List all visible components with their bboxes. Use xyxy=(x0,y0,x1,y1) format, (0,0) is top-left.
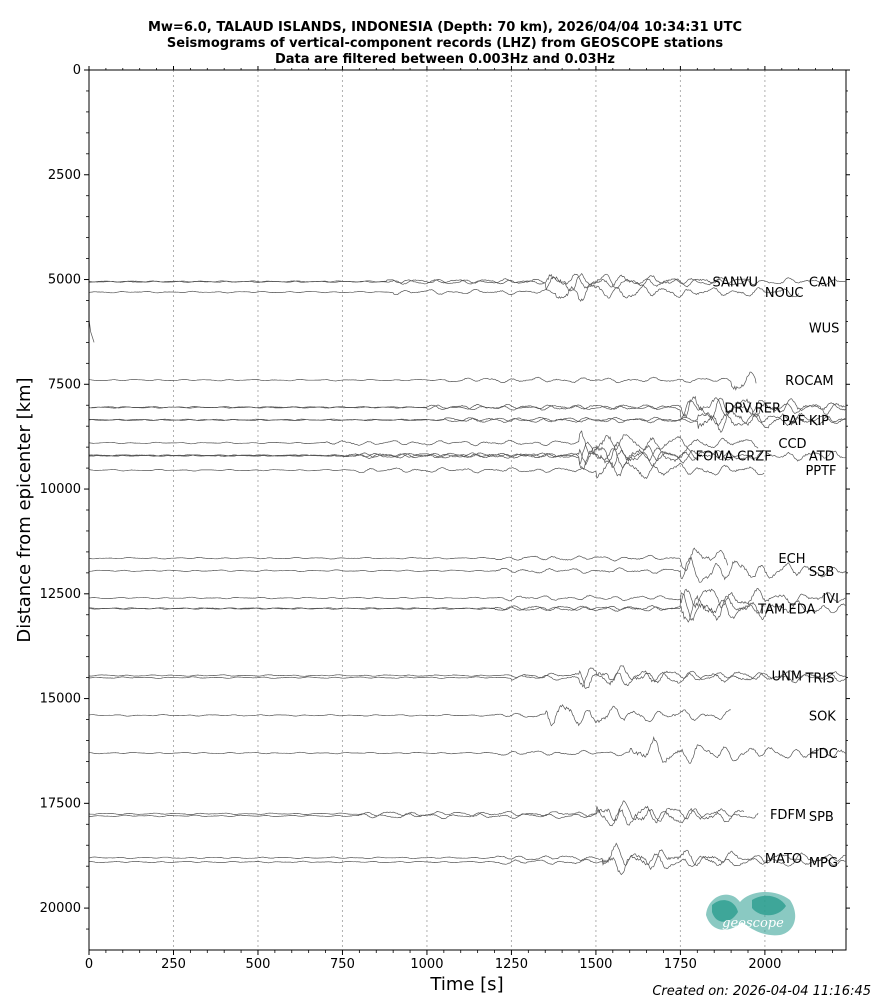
x-tick-label: 2000 xyxy=(748,957,781,972)
trace-tris xyxy=(88,667,846,688)
trace-nouc xyxy=(88,284,799,302)
chart-title-line1: Mw=6.0, TALAUD ISLANDS, INDONESIA (Depth… xyxy=(148,20,742,35)
station-label-tris: TRIS xyxy=(804,672,834,687)
created-on-footer: Created on: 2026-04-04 11:16:45 xyxy=(652,984,871,999)
trace-ssb xyxy=(88,556,846,583)
plot-area xyxy=(89,70,846,950)
trace-can xyxy=(88,273,846,289)
trace-sok xyxy=(88,704,731,727)
x-tick-label: 250 xyxy=(161,957,186,972)
station-label-wus: WUS xyxy=(809,322,840,337)
trace-rocam xyxy=(88,371,757,391)
station-label-can: CAN xyxy=(809,276,837,291)
x-tick-label: 1250 xyxy=(495,957,528,972)
station-label-sok: SOK xyxy=(809,709,836,724)
y-tick-label: 10000 xyxy=(40,482,81,497)
chart-title-line2: Seismograms of vertical-component record… xyxy=(167,36,723,51)
station-label-eda: EDA xyxy=(789,602,816,617)
x-tick-label: 500 xyxy=(246,957,271,972)
station-label-hdc: HDC xyxy=(809,747,838,762)
station-label-spb: SPB xyxy=(809,810,834,825)
x-tick-label: 1500 xyxy=(579,957,612,972)
station-label-foma: FOMA xyxy=(696,450,734,465)
trace-crzf xyxy=(88,441,749,468)
y-tick-label: 20000 xyxy=(40,901,81,916)
x-tick-label: 750 xyxy=(330,957,355,972)
trace-ivi xyxy=(88,587,846,609)
trace-tam xyxy=(88,594,765,623)
trace-wus xyxy=(88,319,95,343)
plot-frame xyxy=(88,69,847,951)
station-label-unm: UNM xyxy=(772,670,802,685)
trace-paf xyxy=(88,410,846,433)
y-tick-label: 12500 xyxy=(40,587,81,602)
trace-atd xyxy=(88,444,846,469)
station-label-ccd: CCD xyxy=(778,437,806,452)
station-label-ivi: IVI xyxy=(822,592,839,607)
station-label-ech: ECH xyxy=(778,552,805,567)
geoscope-logo: geoscope xyxy=(706,891,796,936)
station-label-paf: PAF xyxy=(782,414,805,429)
chart-title-line3: Data are filtered between 0.003Hz and 0.… xyxy=(275,52,615,67)
trace-mpg xyxy=(88,853,846,876)
grid-lines xyxy=(172,70,766,950)
axis-ticks: 0 250 500 750 1000 1250 1500 1750 20000250050007… xyxy=(40,63,850,972)
trace-ech xyxy=(88,547,729,572)
station-label-nouc: NOUC xyxy=(765,286,804,301)
station-label-atd: ATD xyxy=(809,450,835,465)
station-label-drv: DRV xyxy=(724,401,751,416)
x-tick-label: 0 xyxy=(85,957,93,972)
y-tick-label: 5000 xyxy=(48,273,81,288)
station-label-sanvu: SANVU xyxy=(713,276,759,291)
station-label-pptf: PPTF xyxy=(805,464,836,479)
trace-spb xyxy=(88,805,759,827)
y-tick-label: 2500 xyxy=(48,168,81,183)
trace-pptf xyxy=(89,460,765,479)
y-tick-label: 0 xyxy=(73,63,81,78)
x-tick-label: 1000 xyxy=(410,957,443,972)
x-tick-label: 1750 xyxy=(664,957,697,972)
station-label-rocam: ROCAM xyxy=(785,374,833,389)
logo-text: geoscope xyxy=(722,916,784,931)
station-label-crzf: CRZF xyxy=(737,450,772,465)
trace-fdfm xyxy=(88,800,745,822)
trace-hdc xyxy=(88,736,846,764)
station-label-rer: RER xyxy=(755,401,781,416)
trace-foma xyxy=(88,441,698,470)
station-label-mpg: MPG xyxy=(809,856,838,871)
y-tick-label: 7500 xyxy=(48,377,81,392)
trace-unm xyxy=(89,665,846,689)
station-label-ssb: SSB xyxy=(809,565,834,580)
station-label-kip: KIP xyxy=(809,414,829,429)
trace-rer xyxy=(89,397,846,421)
trace-kip xyxy=(89,412,846,427)
station-label-tam: TAM xyxy=(757,602,785,617)
station-label-mato: MATO xyxy=(765,852,802,867)
trace-mato xyxy=(88,842,846,871)
station-label-fdfm: FDFM xyxy=(770,808,806,823)
x-axis-label: Time [s] xyxy=(429,974,503,995)
y-axis-label: Distance from epicenter [km] xyxy=(14,377,35,642)
y-tick-label: 17500 xyxy=(40,796,81,811)
seismogram-traces xyxy=(88,273,846,876)
y-tick-label: 15000 xyxy=(40,692,81,707)
